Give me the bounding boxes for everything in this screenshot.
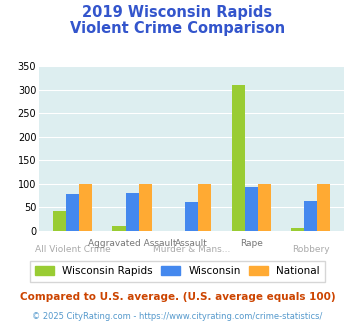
Text: 2019 Wisconsin Rapids: 2019 Wisconsin Rapids bbox=[82, 5, 273, 20]
Text: Rape: Rape bbox=[240, 240, 263, 248]
Text: Assault: Assault bbox=[175, 240, 208, 248]
Bar bbox=[198, 184, 211, 231]
Text: All Violent Crime: All Violent Crime bbox=[35, 245, 110, 254]
Bar bbox=[113, 226, 126, 231]
Bar bbox=[291, 228, 304, 231]
Text: Robbery: Robbery bbox=[292, 245, 330, 254]
Bar bbox=[139, 184, 152, 231]
Text: Murder & Mans...: Murder & Mans... bbox=[153, 245, 230, 254]
Bar bbox=[304, 201, 317, 231]
Text: Aggravated Assault: Aggravated Assault bbox=[88, 240, 176, 248]
Bar bbox=[317, 184, 331, 231]
Bar bbox=[126, 193, 139, 231]
Bar bbox=[185, 202, 198, 231]
Bar bbox=[231, 85, 245, 231]
Bar bbox=[66, 194, 79, 231]
Text: Compared to U.S. average. (U.S. average equals 100): Compared to U.S. average. (U.S. average … bbox=[20, 292, 335, 302]
Bar bbox=[79, 184, 92, 231]
Text: © 2025 CityRating.com - https://www.cityrating.com/crime-statistics/: © 2025 CityRating.com - https://www.city… bbox=[32, 312, 323, 321]
Bar bbox=[245, 187, 258, 231]
Text: Violent Crime Comparison: Violent Crime Comparison bbox=[70, 21, 285, 36]
Bar bbox=[53, 211, 66, 231]
Legend: Wisconsin Rapids, Wisconsin, National: Wisconsin Rapids, Wisconsin, National bbox=[30, 261, 325, 281]
Bar bbox=[258, 184, 271, 231]
